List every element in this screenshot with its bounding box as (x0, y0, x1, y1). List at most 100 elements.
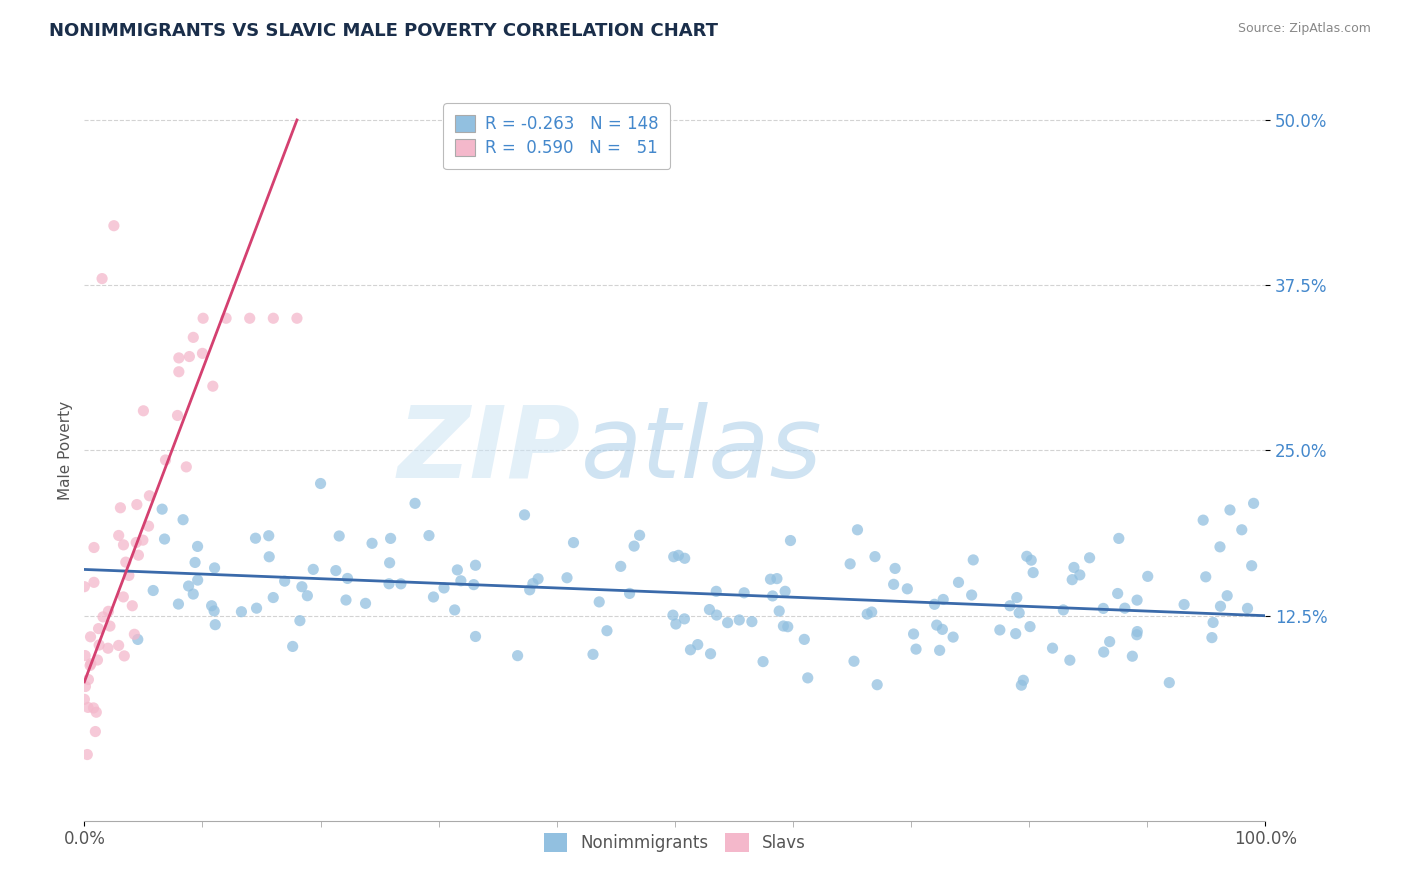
Point (1107, 586, 1129, 600)
Point (172, 513, 194, 527)
Point (125, 535, 148, 549)
Point (83, 575, 105, 590)
Point (150, 502, 173, 516)
Point (257, 549, 280, 564)
Point (863, 549, 886, 564)
Point (204, 561, 226, 575)
Point (673, 551, 696, 566)
Point (201, 379, 224, 393)
Text: atlas: atlas (581, 402, 823, 499)
Point (928, 643, 950, 657)
Point (231, 605, 253, 619)
Point (404, 496, 426, 510)
Point (389, 577, 412, 591)
Point (1243, 496, 1265, 510)
Point (1092, 645, 1115, 659)
Point (177, 579, 200, 593)
Point (668, 549, 690, 563)
Point (1062, 573, 1084, 587)
Point (1159, 675, 1181, 690)
Point (97, 604, 120, 618)
Point (776, 620, 799, 634)
Point (609, 559, 631, 574)
Point (297, 589, 319, 603)
Point (699, 647, 721, 661)
Point (107, 528, 129, 542)
Point (883, 577, 905, 591)
Point (925, 618, 948, 632)
Point (717, 615, 740, 630)
Point (679, 642, 702, 657)
Point (866, 678, 889, 692)
Point (1078, 550, 1101, 565)
Point (628, 528, 651, 542)
Point (960, 588, 983, 602)
Point (84, 705, 107, 719)
Point (257, 529, 280, 543)
Point (733, 586, 755, 600)
Point (665, 617, 688, 632)
Point (191, 346, 214, 360)
Point (704, 584, 727, 599)
Point (846, 523, 869, 537)
Point (153, 532, 176, 546)
Point (422, 590, 444, 604)
Point (184, 556, 207, 570)
Point (588, 595, 610, 609)
Point (1230, 523, 1253, 537)
Point (1202, 615, 1225, 630)
Point (77, 700, 100, 714)
Point (741, 615, 763, 629)
Point (103, 219, 125, 233)
Point (202, 604, 225, 618)
Point (176, 459, 198, 474)
Point (1010, 678, 1032, 692)
Point (1126, 624, 1149, 639)
Point (1019, 553, 1042, 567)
Point (86, 653, 108, 667)
Point (513, 508, 536, 522)
Point (380, 532, 402, 546)
Point (167, 365, 190, 379)
Point (728, 613, 751, 627)
Point (262, 311, 284, 326)
Point (596, 624, 619, 638)
Point (446, 563, 468, 577)
Point (1236, 601, 1258, 615)
Point (773, 584, 796, 599)
Point (79, 658, 101, 673)
Point (132, 404, 155, 418)
Text: NONIMMIGRANTS VS SLAVIC MALE POVERTY CORRELATION CHART: NONIMMIGRANTS VS SLAVIC MALE POVERTY COR… (49, 22, 718, 40)
Point (796, 671, 818, 685)
Point (1136, 569, 1159, 583)
Point (443, 603, 465, 617)
Point (114, 555, 136, 569)
Point (127, 548, 149, 562)
Point (1209, 599, 1232, 614)
Point (84, 724, 107, 739)
Point (463, 577, 485, 591)
Legend: Nonimmigrants, Slavs: Nonimmigrants, Slavs (536, 824, 814, 861)
Point (328, 529, 350, 543)
Point (110, 500, 132, 515)
Point (931, 623, 953, 637)
Point (97, 641, 120, 656)
Point (1004, 626, 1026, 640)
Point (73, 580, 96, 594)
Point (112, 538, 135, 552)
Point (699, 602, 721, 616)
Point (860, 605, 883, 619)
Point (418, 528, 440, 542)
Point (91, 271, 114, 285)
Text: Source: ZipAtlas.com: Source: ZipAtlas.com (1237, 22, 1371, 36)
Point (1069, 568, 1091, 582)
Point (336, 571, 359, 585)
Y-axis label: Male Poverty: Male Poverty (58, 401, 73, 500)
Point (215, 311, 238, 326)
Point (79, 630, 101, 644)
Point (903, 627, 925, 641)
Point (1121, 649, 1143, 664)
Point (752, 655, 775, 669)
Point (142, 583, 165, 598)
Point (76, 747, 98, 762)
